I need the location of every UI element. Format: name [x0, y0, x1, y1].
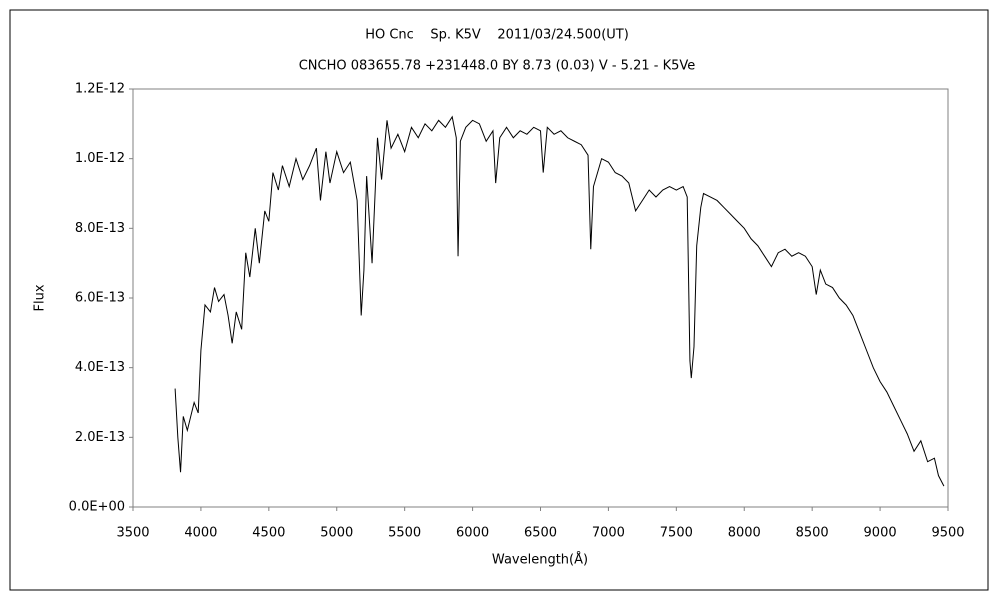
chart-title: HO Cnc Sp. K5V 2011/03/24.500(UT) — [365, 28, 629, 43]
x-tick-label: 5500 — [388, 526, 421, 541]
chart-subtitle: CNCHO 083655.78 +231448.0 BY 8.73 (0.03)… — [299, 59, 696, 74]
chart-frame — [9, 9, 989, 591]
x-tick-label: 6000 — [456, 526, 489, 541]
spectrum-line — [174, 115, 945, 487]
y-tick-label: 2.0E-13 — [75, 430, 125, 445]
y-tick-label: 4.0E-13 — [75, 360, 125, 375]
y-tick-label: 1.0E-12 — [75, 151, 125, 166]
x-tick-label: 9000 — [864, 526, 897, 541]
x-tick-label: 7500 — [660, 526, 693, 541]
x-tick-label: 3500 — [116, 526, 149, 541]
x-tick-label: 8000 — [728, 526, 761, 541]
x-tick-label: 4000 — [184, 526, 217, 541]
y-axis-label: Flux — [33, 284, 48, 311]
x-tick-label: 9500 — [931, 526, 964, 541]
x-tick-label: 6500 — [524, 526, 557, 541]
x-tick-label: 4500 — [252, 526, 285, 541]
y-tick-label: 8.0E-13 — [75, 221, 125, 236]
y-tick-label: 1.2E-12 — [75, 82, 125, 97]
x-tick-label: 7000 — [592, 526, 625, 541]
y-tick-label: 6.0E-13 — [75, 291, 125, 306]
y-tick-label: 0.0E+00 — [69, 500, 125, 515]
x-axis-label: Wavelength(Å) — [492, 552, 588, 568]
x-tick-label: 5000 — [320, 526, 353, 541]
x-tick-label: 8500 — [796, 526, 829, 541]
